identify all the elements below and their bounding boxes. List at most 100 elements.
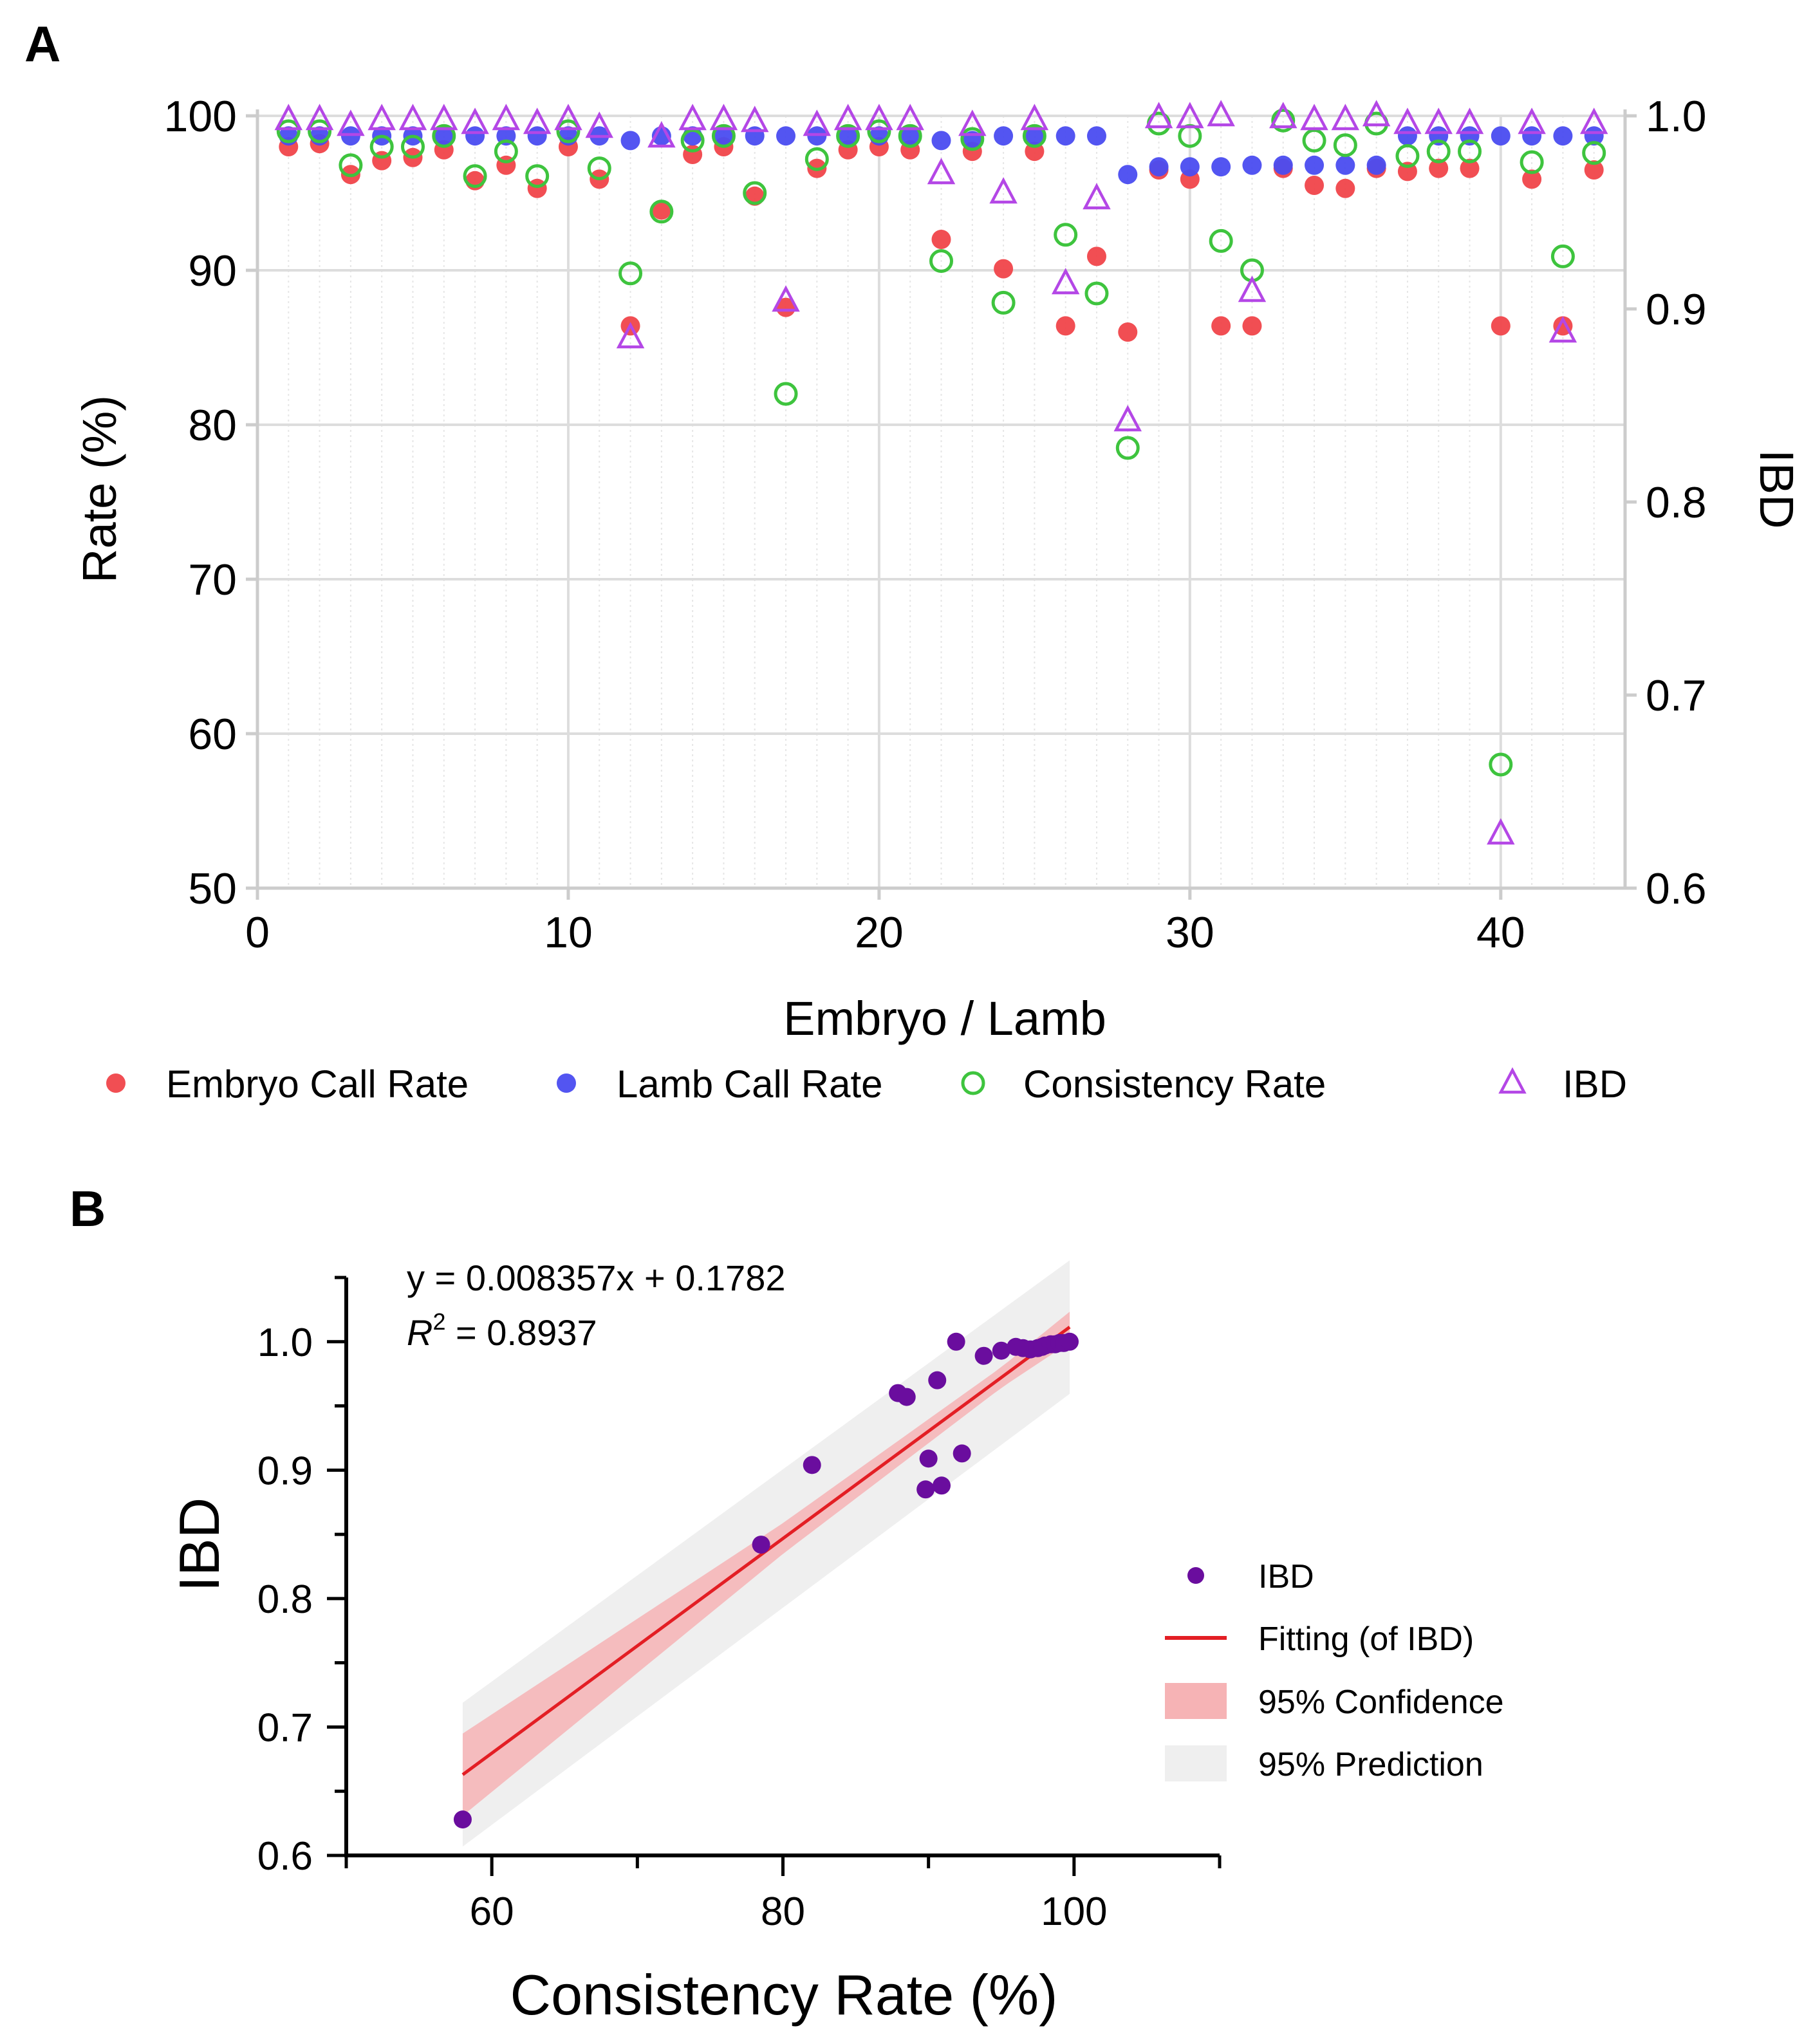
- embryo-call-rate-point: [1242, 316, 1262, 336]
- y2-tick-label: 0.8: [1646, 478, 1707, 527]
- lamb-call-rate-point: [1180, 157, 1200, 177]
- panel-b-x-axis-label: Consistency Rate (%): [510, 1963, 1058, 2027]
- consistency-rate-point: [898, 124, 922, 148]
- lamb-call-rate-point: [1491, 126, 1511, 146]
- panel-b-equation: y = 0.008357x + 0.1782: [407, 1258, 786, 1298]
- consistency-rate-point: [463, 164, 487, 189]
- ibd-point: [1269, 102, 1297, 129]
- consistency-rate-point: [680, 128, 705, 153]
- legend-label: IBD: [1258, 1558, 1314, 1595]
- consistency-rate-point: [1115, 436, 1140, 460]
- legend-marker-prediction: [1165, 1745, 1227, 1781]
- ibd-point: [337, 109, 365, 136]
- ibd-point: [274, 104, 303, 131]
- lamb-call-rate-point: [1086, 126, 1106, 146]
- panel-b-points: [453, 1332, 1079, 1829]
- lamb-call-rate-point: [1211, 157, 1231, 177]
- lamb-call-rate-point: [1584, 126, 1604, 146]
- y-tick-label: 0.9: [257, 1449, 313, 1493]
- consistency-rate-point: [867, 119, 891, 144]
- lamb-call-rate-point: [838, 126, 858, 146]
- consistency-rate-point: [960, 127, 985, 151]
- consistency-rate-point: [556, 119, 581, 144]
- ibd-point: [523, 107, 552, 135]
- panel-a-legend: Embryo Call Rate Lamb Call Rate Consistenc…: [106, 1063, 1627, 1106]
- ibd-point: [927, 158, 956, 185]
- x-tick-label: 20: [855, 908, 904, 957]
- consistency-rate-point: [1271, 108, 1296, 133]
- ibd-point: [1331, 104, 1360, 131]
- ibd-point: [1176, 102, 1204, 129]
- ibd-point: [1300, 104, 1328, 131]
- lamb-call-rate-point: [1242, 155, 1262, 175]
- y-tick-label: 90: [188, 246, 237, 295]
- embryo-call-rate-point: [1491, 316, 1511, 336]
- lamb-call-rate-point: [434, 126, 454, 146]
- ibd-point: [896, 104, 924, 131]
- ibd-point: [752, 1536, 770, 1554]
- ibd-point: [803, 109, 832, 136]
- consistency-rate-point: [432, 124, 456, 148]
- legend-marker: [106, 1073, 126, 1093]
- embryo-call-rate-point: [776, 297, 796, 317]
- ibd-point: [919, 1449, 938, 1468]
- ibd-point: [492, 104, 521, 131]
- ibd-point: [953, 1444, 971, 1463]
- consistency-rate-point: [649, 200, 674, 224]
- r-squared-symbol: R: [407, 1312, 432, 1353]
- ibd-point: [974, 1346, 993, 1365]
- ibd-point: [1548, 316, 1577, 343]
- ibd-point: [928, 1371, 947, 1389]
- consistency-rate-point: [1582, 141, 1606, 165]
- ibd-point: [647, 121, 676, 148]
- ibd-point: [585, 111, 613, 138]
- consistency-rate-point: [711, 124, 736, 148]
- lamb-call-rate-point: [1273, 155, 1293, 175]
- consistency-rate-point: [1022, 124, 1046, 148]
- ibd-point: [1518, 107, 1546, 135]
- consistency-rate-point: [1520, 150, 1544, 174]
- ibd-point: [1144, 102, 1173, 129]
- consistency-rate-point: [400, 135, 425, 159]
- embryo-call-rate-point: [931, 230, 951, 249]
- ibd-point: [709, 104, 738, 131]
- y2-tick-label: 0.9: [1646, 285, 1707, 334]
- panel-a-y2-axis-label: IBD: [1750, 449, 1803, 528]
- ibd-point: [1455, 107, 1484, 135]
- lamb-call-rate-point: [1025, 126, 1045, 146]
- consistency-rate-point: [1054, 223, 1078, 247]
- x-tick-label: 0: [245, 908, 270, 957]
- legend-label: Consistency Rate: [1023, 1063, 1326, 1106]
- r-squared-exponent: 2: [432, 1308, 445, 1335]
- ibd-point: [398, 104, 427, 131]
- r-squared-value: = 0.8937: [445, 1312, 597, 1353]
- ibd-point: [678, 104, 707, 131]
- ibd-point: [933, 1476, 951, 1495]
- consistency-rate-point: [929, 249, 953, 274]
- legend-label: Embryo Call Rate: [166, 1063, 469, 1106]
- panel-a-axes: [256, 109, 1627, 890]
- ibd-point: [740, 106, 769, 133]
- lamb-call-rate-point: [1366, 155, 1386, 175]
- embryo-call-rate-point: [1584, 160, 1604, 180]
- lamb-call-rate-point: [776, 126, 796, 146]
- panel-a-chart: 50 60 70 80 90 100 0.6 0.7 0.8 0.9 1.0 0 10 20 30 40 Em…: [73, 92, 1803, 1106]
- panel-b-y-axis-label: IBD: [167, 1498, 231, 1592]
- ibd-point: [461, 107, 489, 135]
- y-tick-label: 0.7: [257, 1705, 313, 1750]
- consistency-rate-point: [618, 261, 643, 286]
- legend-marker: [1498, 1067, 1527, 1094]
- x-tick-label: 80: [761, 1890, 805, 1934]
- embryo-call-rate-point: [651, 200, 671, 220]
- confidence-band: [462, 1312, 1070, 1816]
- lamb-call-rate-point: [1522, 126, 1542, 146]
- lamb-call-rate-point: [900, 126, 920, 146]
- legend-label: 95% Confidence: [1258, 1684, 1504, 1721]
- panel-label-b: B: [70, 1180, 106, 1237]
- panel-b-r-squared: R2 = 0.8937: [407, 1308, 597, 1353]
- ibd-point: [1487, 818, 1515, 845]
- consistency-rate-point: [1209, 228, 1233, 253]
- legend-marker: [557, 1073, 576, 1093]
- consistency-rate-point: [369, 135, 394, 159]
